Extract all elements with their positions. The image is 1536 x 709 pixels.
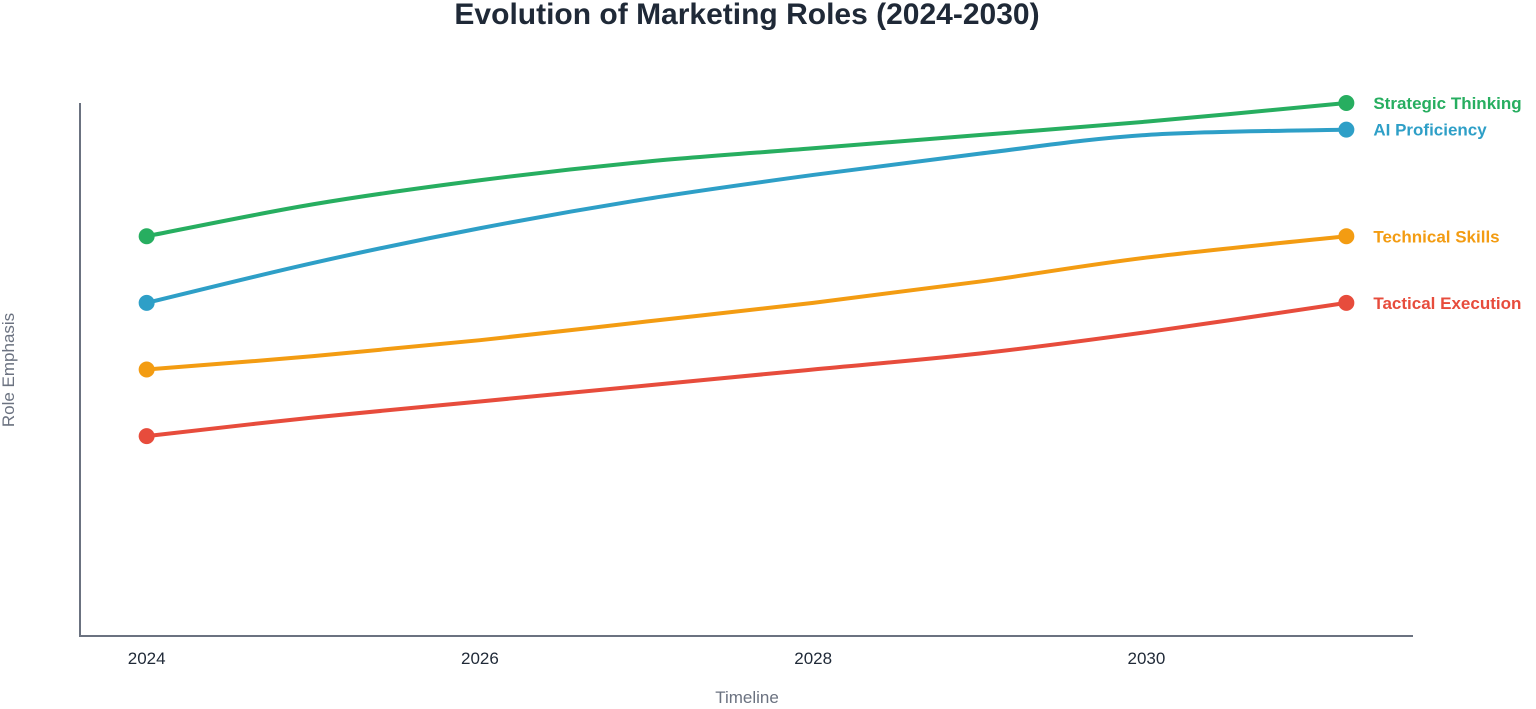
data-point-ai-proficiency-start [138, 294, 155, 311]
data-point-ai-proficiency-end [1338, 121, 1355, 138]
data-point-technical-skills-start [138, 361, 155, 378]
series-line-strategic-thinking [144, 101, 1349, 239]
x-axis-label: Timeline [715, 688, 779, 704]
series-layer: Strategic Thinking AI Proficiency Technica… [138, 94, 1522, 445]
x-tick-label-2028: 2028 [794, 649, 832, 668]
series-strategic-thinking: Strategic Thinking [138, 94, 1522, 245]
series-ai-proficiency: AI Proficiency [138, 121, 1487, 311]
data-point-technical-skills-end [1338, 228, 1355, 245]
y-axis-label: Role Emphasis [0, 313, 18, 427]
series-label-strategic-thinking: Strategic Thinking [1373, 94, 1521, 113]
series-label-ai-proficiency: AI Proficiency [1373, 121, 1487, 140]
series-line-technical-skills [144, 234, 1349, 372]
x-tick-label-2024: 2024 [128, 649, 166, 668]
series-technical-skills: Technical Skills [138, 227, 1500, 378]
data-point-strategic-thinking-start [138, 228, 155, 245]
x-tick-label-2030: 2030 [1127, 649, 1165, 668]
x-tick-label-2026: 2026 [461, 649, 499, 668]
chart-title: Evolution of Marketing Roles (2024-2030) [454, 0, 1039, 31]
series-label-tactical-execution: Tactical Execution [1373, 294, 1521, 313]
series-line-tactical-execution [144, 300, 1349, 439]
series-tactical-execution: Tactical Execution [138, 294, 1521, 445]
axes [79, 103, 1413, 637]
series-label-technical-skills: Technical Skills [1373, 227, 1499, 246]
data-point-tactical-execution-end [1338, 294, 1355, 311]
x-tick-labels: 2024 2026 2028 2030 [128, 649, 1166, 668]
data-point-tactical-execution-start [138, 428, 155, 445]
series-line-ai-proficiency [144, 127, 1349, 305]
data-point-strategic-thinking-end [1338, 95, 1355, 111]
